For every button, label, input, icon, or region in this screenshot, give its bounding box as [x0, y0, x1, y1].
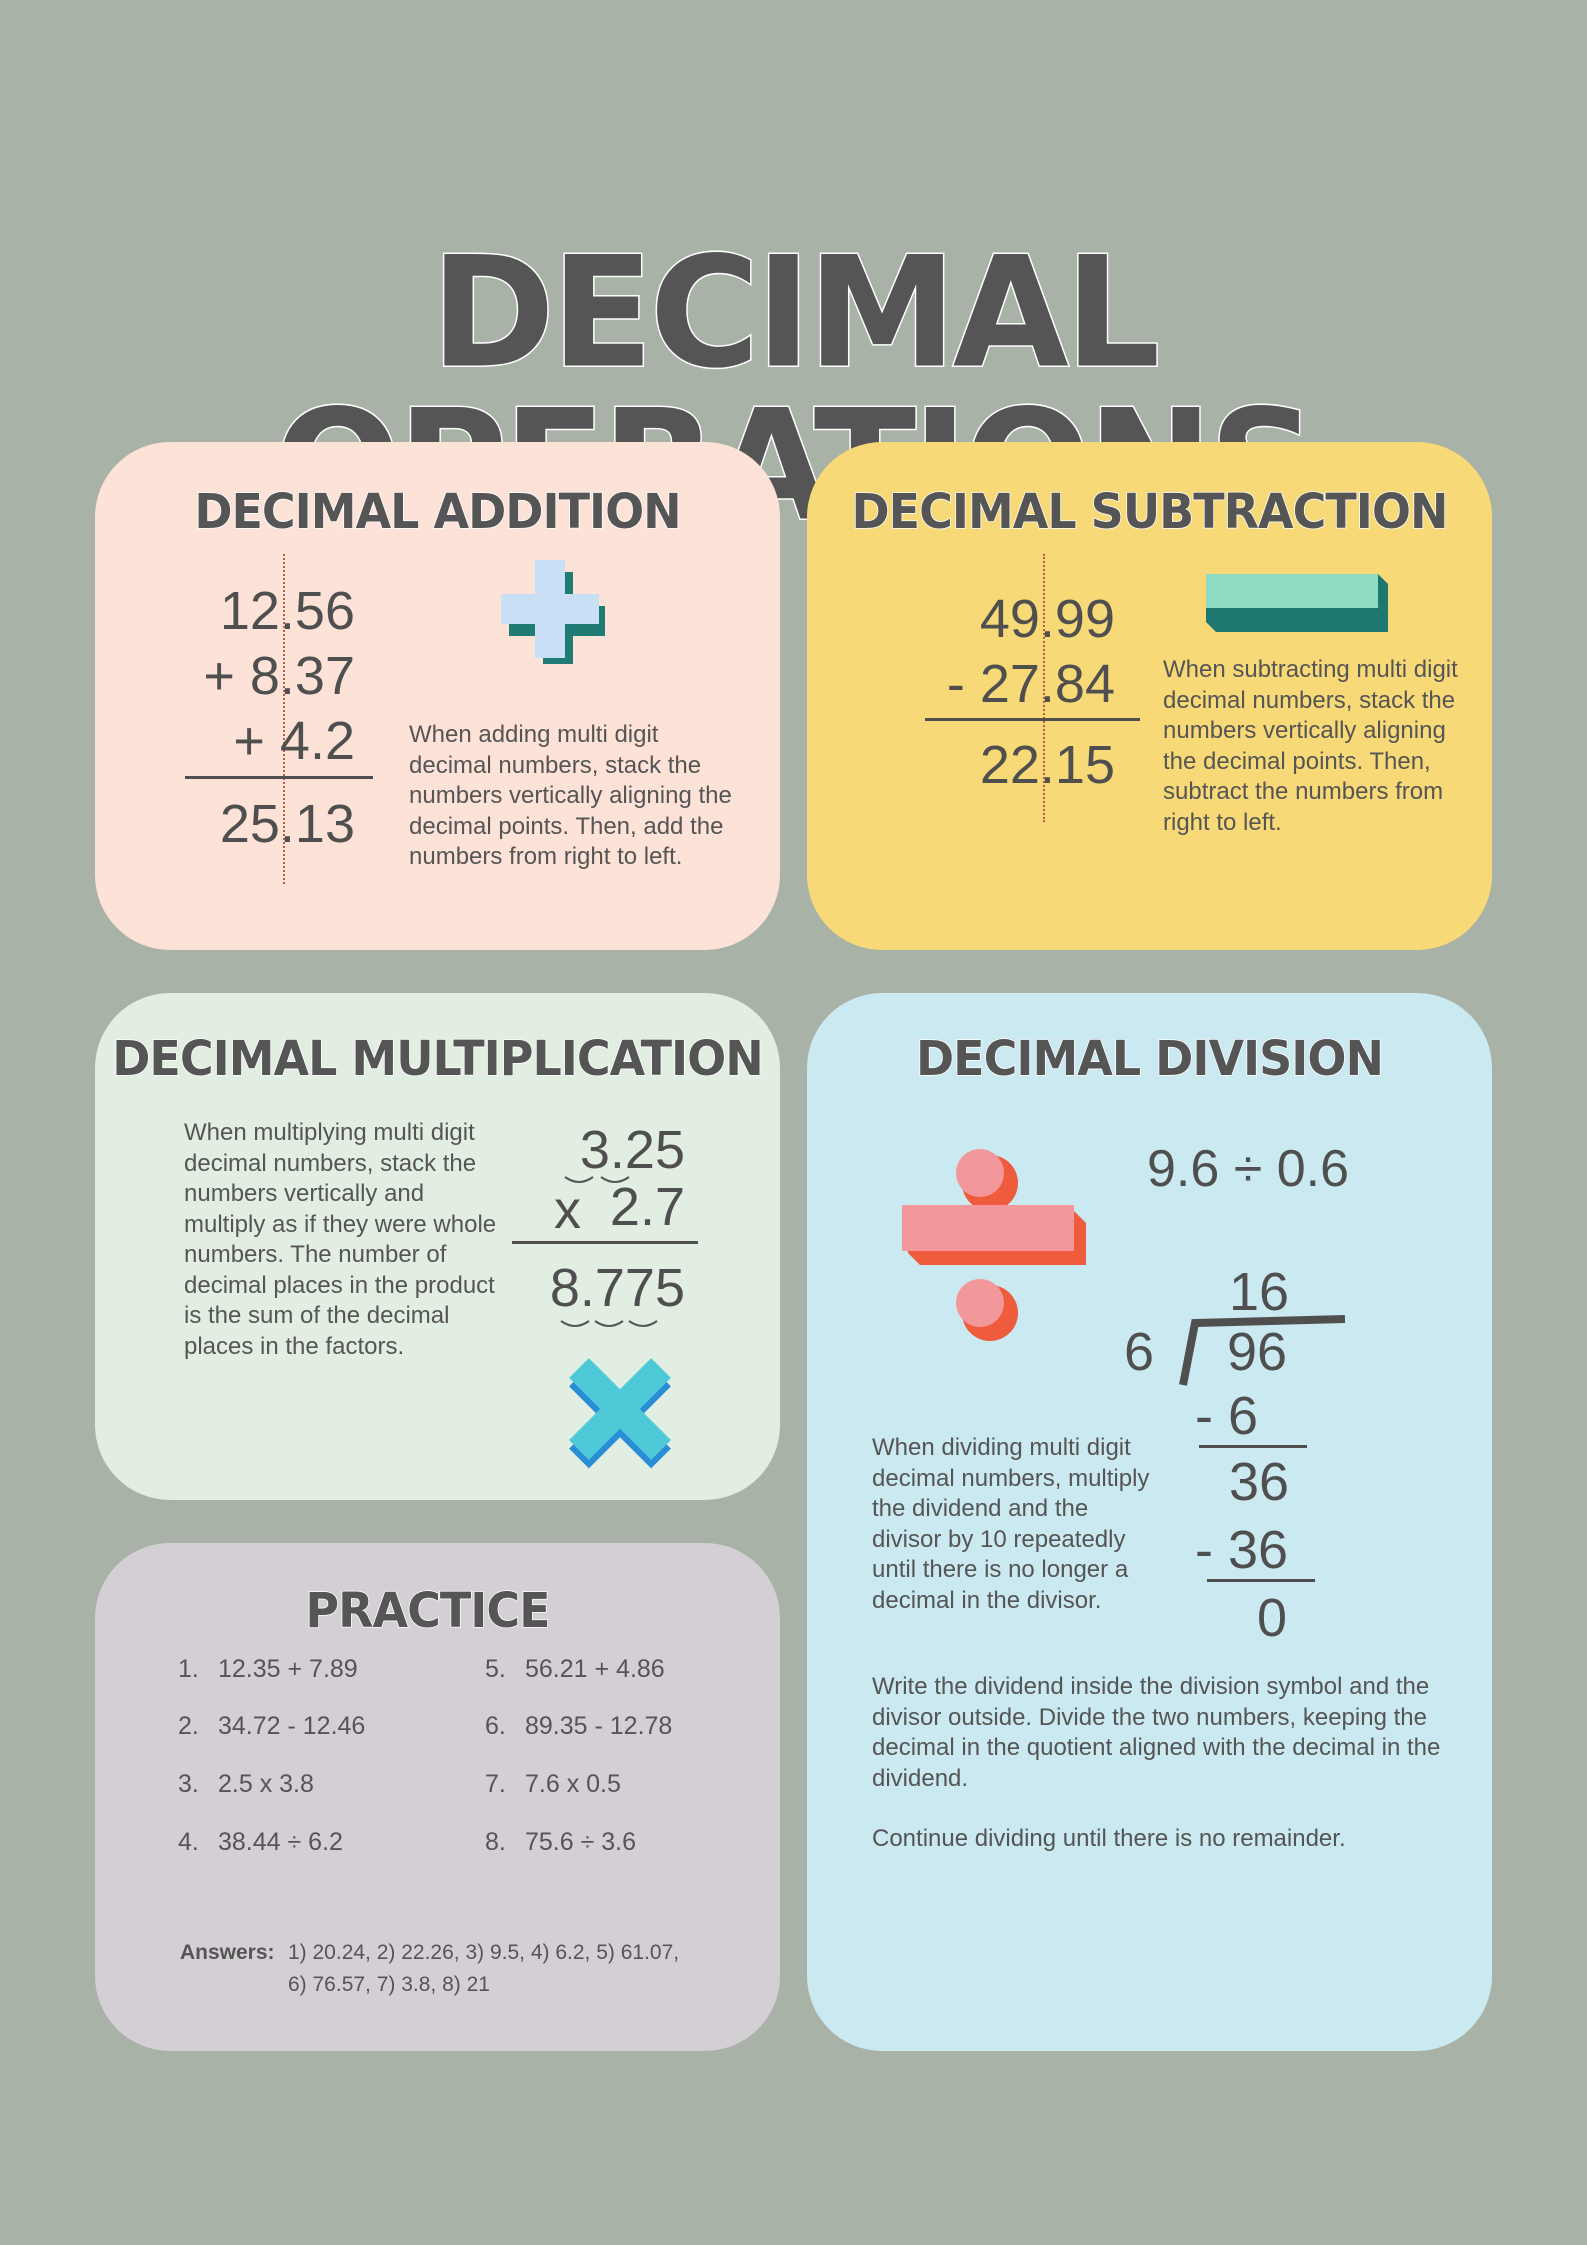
practice-item: 2. 34.72 - 12.46: [178, 1712, 366, 1740]
minus-icon: [1202, 570, 1392, 634]
division-heading: DECIMAL DIVISION: [915, 1029, 1385, 1087]
product-rule: [512, 1241, 698, 1244]
factor-2: 2.7: [609, 1177, 685, 1237]
subtrahend: - 27.84: [946, 654, 1115, 714]
division-expression: 9.6 ÷ 0.6: [1147, 1140, 1350, 1198]
subtraction-result: 22.15: [979, 735, 1115, 795]
division-step-rule-2: [1207, 1579, 1315, 1582]
division-card: DECIMAL DIVISION 9.6 ÷ 0.6 16 6 96 - 6 3…: [807, 993, 1492, 2051]
factor-1: 3.25: [579, 1120, 685, 1180]
answers-line-2: 6) 76.57, 7) 3.8, 8) 21: [288, 1973, 490, 1996]
times-icon: [559, 1348, 681, 1470]
practice-card: PRACTICE 1. 12.35 + 7.89 2. 34.72 - 12.46 …: [95, 1543, 780, 2051]
decimal-alignment-line: [283, 554, 285, 884]
divide-icon: [902, 1143, 1097, 1343]
multiplication-heading: DECIMAL MULTIPLICATION: [111, 1029, 764, 1087]
subtraction-card: DECIMAL SUBTRACTION 49.99 - 27.84 22.15 …: [807, 442, 1492, 950]
difference-rule: [925, 718, 1140, 721]
multiplication-result: 8.775: [549, 1258, 685, 1318]
addition-description: When adding multi digit decimal numbers,…: [409, 721, 732, 870]
practice-item: 6. 89.35 - 12.78: [485, 1712, 673, 1740]
subtraction-heading: DECIMAL SUBTRACTION: [851, 482, 1449, 540]
sum-rule: [185, 776, 373, 779]
plus-icon: [495, 554, 607, 670]
answers-line-1: 1) 20.24, 2) 22.26, 3) 9.5, 4) 6.2, 5) 6…: [288, 1941, 680, 1964]
addition-card: DECIMAL ADDITION 12.56 + 8.37 + 4.2 25.1…: [95, 442, 780, 950]
division-description: When dividing multi digit decimal number…: [872, 1434, 1150, 1614]
multiply-operator: x: [554, 1180, 581, 1240]
addend-1: 12.56: [219, 581, 355, 641]
long-division-bracket: [1167, 1315, 1347, 1387]
decimal-alignment-line: [1043, 554, 1045, 822]
division-final-note: Continue dividing until there is no rema…: [872, 1825, 1346, 1852]
practice-item: 4. 38.44 ÷ 6.2: [178, 1828, 343, 1856]
division-step-subtract-1: - 6: [1195, 1386, 1259, 1446]
division-step-remainder-1: 36: [1229, 1452, 1290, 1512]
practice-item: 5. 56.21 + 4.86: [485, 1655, 665, 1683]
divisor: 6: [1124, 1322, 1155, 1382]
multiplication-description: When multiplying multi digit decimal num…: [184, 1119, 497, 1360]
division-final-remainder: 0: [1257, 1588, 1288, 1648]
addition-heading: DECIMAL ADDITION: [194, 482, 683, 540]
quotient: 16: [1229, 1262, 1290, 1322]
multiplication-card: DECIMAL MULTIPLICATION When multiplying …: [95, 993, 780, 1500]
practice-item: 3. 2.5 x 3.8: [178, 1770, 314, 1798]
addend-2: + 8.37: [203, 646, 355, 706]
decimal-place-arrows: [557, 1171, 677, 1189]
practice-item: 1. 12.35 + 7.89: [178, 1655, 358, 1683]
subtraction-description: When subtracting multi digit decimal num…: [1163, 656, 1458, 836]
division-step-rule-1: [1199, 1445, 1307, 1448]
practice-item: 8. 75.6 ÷ 3.6: [485, 1828, 637, 1856]
practice-item: 7. 7.6 x 0.5: [485, 1770, 621, 1798]
division-instructions: Write the dividend inside the division s…: [872, 1673, 1441, 1792]
decimal-place-arrows: [555, 1315, 685, 1333]
practice-heading: PRACTICE: [305, 1581, 552, 1639]
answers-label: Answers:: [180, 1941, 275, 1964]
dividend: 96: [1227, 1322, 1288, 1382]
division-step-subtract-2: - 36: [1195, 1520, 1289, 1580]
addition-result: 25.13: [219, 794, 355, 854]
addend-3: + 4.2: [233, 711, 355, 771]
minuend: 49.99: [979, 589, 1115, 649]
